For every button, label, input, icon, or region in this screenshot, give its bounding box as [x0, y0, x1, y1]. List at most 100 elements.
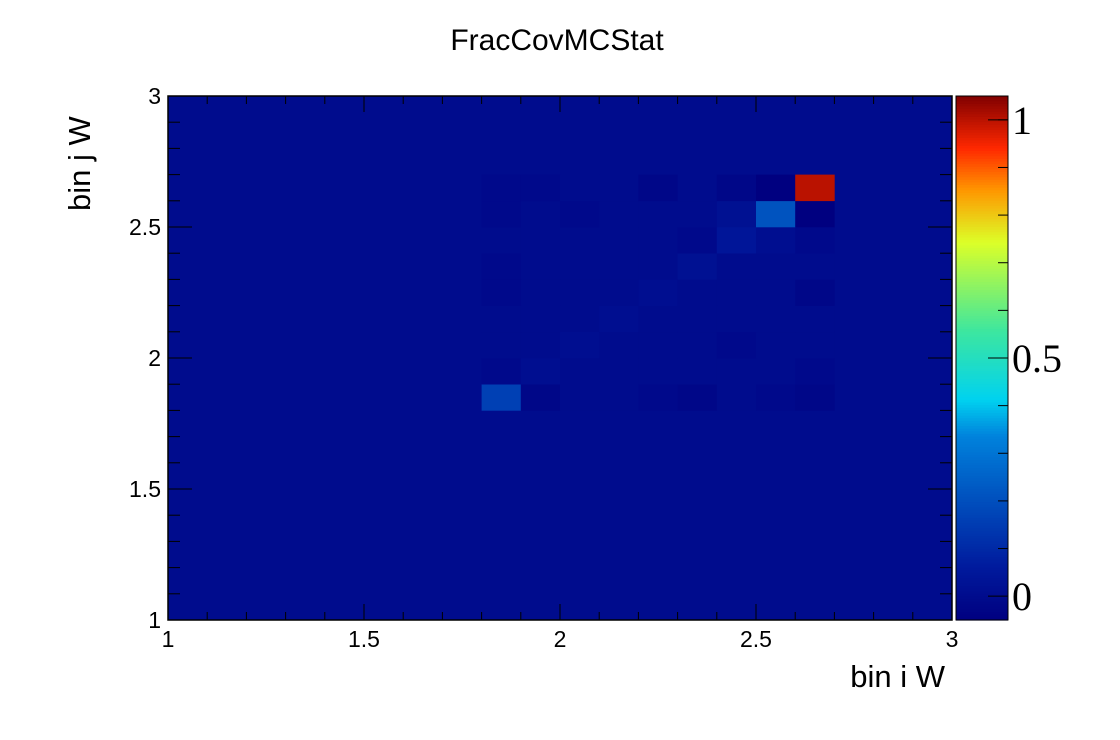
- colorbar-segment: [956, 562, 1008, 566]
- colorbar-tick-label: 0: [1012, 574, 1032, 619]
- chart-title: FracCovMCStat: [450, 24, 664, 57]
- heatmap-cell: [560, 200, 600, 228]
- colorbar: [956, 96, 1008, 621]
- colorbar-segment: [956, 405, 1008, 409]
- x-tick-label: 2.5: [740, 626, 772, 652]
- colorbar-segment: [956, 452, 1008, 456]
- heatmap-cell: [677, 331, 718, 359]
- colorbar-segment: [956, 164, 1008, 168]
- heatmap-cell: [520, 227, 561, 254]
- colorbar-segment: [956, 604, 1008, 608]
- heatmap-cell: [795, 253, 835, 280]
- colorbar-segment: [956, 436, 1008, 440]
- colorbar-segment: [956, 507, 1008, 511]
- colorbar-segment: [956, 593, 1008, 598]
- colorbar-segment: [956, 609, 1008, 613]
- colorbar-segment: [956, 392, 1008, 396]
- heatmap-cell: [716, 200, 757, 228]
- colorbar-segment: [956, 282, 1008, 286]
- heatmap-cell: [756, 253, 796, 280]
- colorbar-segment: [956, 549, 1008, 553]
- colorbar-segment: [956, 227, 1008, 231]
- heatmap-cell: [756, 200, 796, 228]
- y-axis-ticks: [168, 95, 952, 621]
- heatmap-cell: [677, 279, 718, 306]
- colorbar-segment: [956, 601, 1008, 605]
- heatmap-cell: [756, 358, 796, 385]
- colorbar-tick-labels: 00.51: [1012, 98, 1062, 619]
- heatmap-cell: [716, 279, 757, 306]
- colorbar-segment: [956, 489, 1008, 493]
- heatmap-cell: [599, 331, 639, 359]
- colorbar-segment: [956, 512, 1008, 516]
- colorbar-segment: [956, 213, 1008, 218]
- colorbar-segment: [956, 360, 1008, 364]
- colorbar-segment: [956, 179, 1008, 184]
- colorbar-segment: [956, 596, 1008, 600]
- heatmap-cell: [677, 174, 718, 202]
- colorbar-segment: [956, 551, 1008, 556]
- colorbar-segment: [956, 557, 1008, 561]
- colorbar-segment: [956, 376, 1008, 380]
- colorbar-segment: [956, 386, 1008, 391]
- colorbar-segment: [956, 606, 1008, 611]
- heatmap-cell: [599, 174, 639, 202]
- y-axis-tick-labels: 1 1.5 2 2.5 3: [129, 83, 161, 633]
- x-axis-ticks: [167, 96, 953, 620]
- colorbar-segment: [956, 302, 1008, 307]
- heatmap-cell: [481, 305, 522, 333]
- colorbar-segment: [956, 195, 1008, 199]
- colorbar-segment: [956, 407, 1008, 411]
- heatmap-cell: [520, 174, 561, 202]
- colorbar-segment: [956, 276, 1008, 280]
- heatmap-cell: [756, 384, 796, 411]
- colorbar-segment: [956, 578, 1008, 582]
- heatmap-cell: [795, 279, 835, 306]
- colorbar-segment: [956, 177, 1008, 181]
- colorbar-segment: [956, 169, 1008, 173]
- colorbar-segment: [956, 478, 1008, 482]
- x-tick-label: 2: [554, 626, 567, 652]
- heatmap-cell: [560, 253, 600, 280]
- colorbar-segment: [956, 570, 1008, 574]
- colorbar-segment: [956, 185, 1008, 189]
- colorbar-segment: [956, 373, 1008, 377]
- colorbar-segment: [956, 190, 1008, 194]
- colorbar-segment: [956, 198, 1008, 202]
- colorbar-segment: [956, 109, 1008, 113]
- colorbar-segment: [956, 614, 1008, 618]
- colorbar-segment: [956, 96, 1008, 100]
- heatmap-cell: [520, 279, 561, 306]
- colorbar-segment: [956, 572, 1008, 577]
- y-tick-label: 2: [148, 345, 161, 371]
- colorbar-segment: [956, 161, 1008, 165]
- colorbar-segment: [956, 300, 1008, 304]
- title-box: [402, 18, 720, 63]
- colorbar-segment: [956, 612, 1008, 616]
- colorbar-segment: [956, 533, 1008, 537]
- colorbar-segment: [956, 237, 1008, 241]
- colorbar-segment: [956, 525, 1008, 529]
- colorbar-segment: [956, 289, 1008, 294]
- colorbar-segment: [956, 517, 1008, 522]
- colorbar-segment: [956, 583, 1008, 587]
- colorbar-segment: [956, 111, 1008, 115]
- colorbar-segment: [956, 462, 1008, 467]
- colorbar-segment: [956, 258, 1008, 262]
- colorbar-segment: [956, 284, 1008, 288]
- heatmap-cell: [520, 358, 561, 385]
- colorbar-segment: [956, 454, 1008, 459]
- colorbar-segment: [956, 378, 1008, 383]
- colorbar-segment: [956, 234, 1008, 239]
- colorbar-segment: [956, 221, 1008, 225]
- colorbar-segment: [956, 523, 1008, 527]
- colorbar-segment: [956, 250, 1008, 254]
- plot-area: [168, 96, 952, 620]
- colorbar-segment: [956, 127, 1008, 131]
- colorbar-segment: [956, 342, 1008, 346]
- x-axis-label: bin i W: [850, 659, 945, 694]
- x-tick-label: 1.5: [348, 626, 380, 652]
- colorbar-segment: [956, 447, 1008, 451]
- colorbar-segment: [956, 145, 1008, 149]
